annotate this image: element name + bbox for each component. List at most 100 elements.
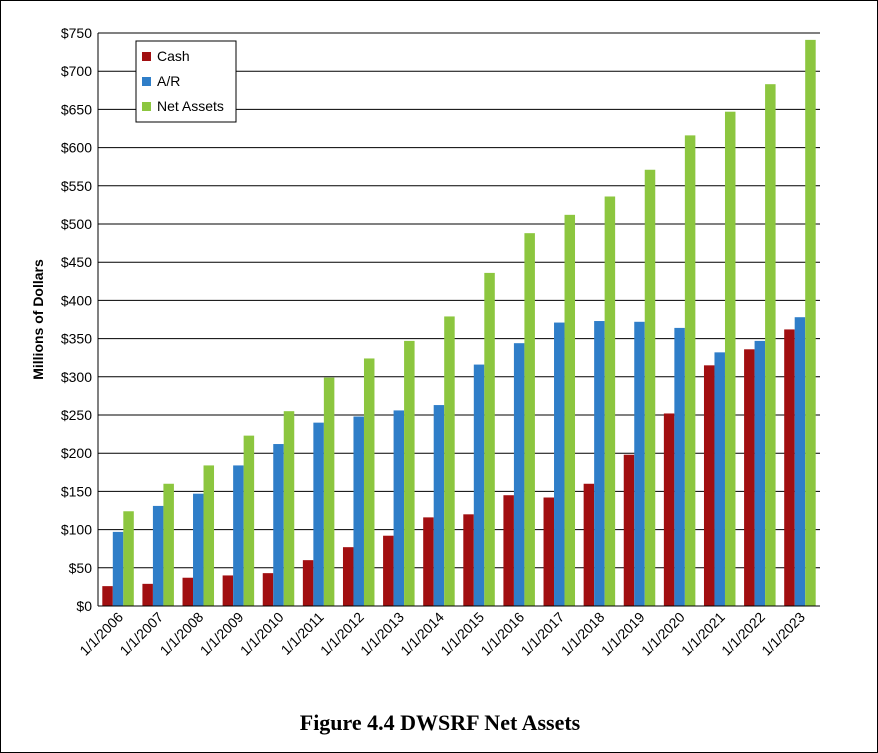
legend-swatch (142, 102, 151, 111)
y-tick-label: $450 (61, 254, 92, 270)
y-tick-label: $350 (61, 331, 92, 347)
x-tick-label: 1/1/2021 (678, 609, 728, 659)
bar-a-r-8 (433, 405, 445, 606)
bar-net-assets-0 (123, 511, 134, 606)
y-tick-label: $250 (61, 407, 92, 423)
y-tick-label: $150 (61, 483, 92, 499)
x-tick-label: 1/1/2013 (357, 609, 407, 659)
bar-net-assets-7 (404, 340, 415, 606)
bar-a-r-1 (152, 505, 164, 606)
bar-a-r-11 (554, 322, 565, 606)
bar-net-assets-16 (765, 84, 776, 607)
bar-cash-11 (543, 497, 555, 606)
y-tick-label: $400 (61, 292, 92, 308)
legend-label: A/R (157, 73, 180, 89)
bar-net-assets-17 (805, 39, 816, 607)
x-tick-label: 1/1/2022 (718, 609, 768, 659)
x-tick-label: 1/1/2008 (157, 609, 207, 659)
bar-cash-7 (383, 535, 394, 606)
bar-a-r-6 (353, 416, 364, 606)
legend-label: Net Assets (157, 98, 224, 114)
bar-net-assets-11 (564, 214, 576, 606)
y-tick-label: $550 (61, 178, 92, 194)
bar-a-r-5 (313, 422, 324, 606)
y-tick-label: $650 (61, 101, 92, 117)
bar-chart: $0 $50 $100 $150 $200 $250 $300 $350 $400 $450 $50… (30, 25, 820, 659)
axes (97, 33, 820, 607)
bar-cash-3 (222, 575, 234, 606)
bar-cash-17 (784, 329, 795, 606)
bar-a-r-7 (393, 410, 405, 606)
x-tick-label: 1/1/2014 (397, 609, 447, 659)
bar-net-assets-9 (484, 272, 495, 606)
legend-box (135, 40, 237, 123)
bars (102, 39, 816, 607)
x-tick-label: 1/1/2020 (638, 609, 688, 659)
y-tick-label: $100 (61, 522, 92, 538)
y-tick-labels: $0 $50 $100 $150 $200 $250 $300 $350 $400 $450 $50… (61, 25, 92, 614)
bar-net-assets-4 (283, 411, 295, 606)
bar-cash-12 (583, 483, 595, 606)
bar-cash-10 (503, 495, 514, 606)
bar-net-assets-3 (243, 435, 255, 606)
bar-a-r-3 (233, 465, 244, 606)
bar-a-r-9 (473, 364, 485, 606)
bar-cash-2 (182, 577, 194, 606)
y-tick-label: $50 (69, 560, 93, 576)
bar-a-r-17 (794, 317, 806, 606)
x-tick-label: 1/1/2012 (317, 609, 367, 659)
bar-cash-9 (463, 514, 474, 606)
x-tick-label: 1/1/2015 (437, 609, 487, 659)
y-axis-label: Millions of Dollars (30, 259, 46, 380)
x-tick-label: 1/1/2016 (477, 609, 527, 659)
chart-area: $0 $50 $100 $150 $200 $250 $300 $350 $400 $450 $50… (25, 5, 877, 695)
y-tick-label: $600 (61, 140, 92, 156)
x-tick-labels: 1/1/20061/1/20071/1/20081/1/20091/1/2010… (76, 609, 808, 659)
bar-cash-8 (423, 517, 434, 606)
figure-caption: Figure 4.4 DWSRF Net Assets (299, 710, 581, 735)
y-tick-label: $700 (61, 63, 92, 79)
legend-label: Cash (157, 48, 190, 64)
legend-swatch (142, 77, 151, 86)
bar-cash-0 (102, 586, 113, 606)
bar-cash-1 (142, 583, 153, 606)
legend: Cash A/R Net Assets (135, 40, 237, 123)
x-tick-label: 1/1/2007 (116, 609, 166, 659)
x-tick-label: 1/1/2019 (598, 609, 648, 659)
x-tick-label: 1/1/2006 (76, 609, 126, 659)
bar-cash-5 (302, 560, 314, 606)
bar-a-r-13 (634, 321, 645, 606)
bar-net-assets-10 (524, 233, 535, 606)
y-tick-label: $200 (61, 445, 92, 461)
y-tick-label: $500 (61, 216, 92, 232)
y-tick-label: $300 (61, 369, 92, 385)
bar-cash-14 (663, 413, 675, 606)
bar-net-assets-14 (684, 135, 696, 606)
x-tick-label: 1/1/2018 (558, 609, 608, 659)
bar-net-assets-8 (444, 316, 455, 606)
x-tick-label: 1/1/2023 (758, 609, 808, 659)
x-tick-label: 1/1/2017 (518, 609, 568, 659)
bar-a-r-12 (594, 321, 605, 606)
bar-cash-16 (744, 349, 755, 606)
bar-net-assets-5 (323, 377, 335, 606)
x-tick-label: 1/1/2010 (237, 609, 287, 659)
bar-cash-13 (623, 454, 635, 606)
bar-a-r-15 (714, 352, 725, 606)
legend-swatch (142, 52, 151, 61)
y-tick-label: $750 (61, 25, 92, 41)
bar-a-r-2 (193, 493, 204, 606)
bar-net-assets-12 (604, 196, 616, 606)
y-tick-label: $0 (76, 598, 92, 614)
bar-a-r-4 (273, 444, 284, 606)
bar-a-r-14 (674, 327, 685, 606)
gridlines (98, 32, 820, 607)
bar-a-r-10 (513, 343, 525, 606)
bar-cash-15 (703, 365, 715, 606)
bar-net-assets-2 (203, 465, 215, 606)
bar-net-assets-6 (363, 358, 375, 606)
bar-cash-4 (262, 573, 274, 606)
bar-a-r-16 (754, 340, 766, 606)
x-tick-label: 1/1/2009 (197, 609, 247, 659)
